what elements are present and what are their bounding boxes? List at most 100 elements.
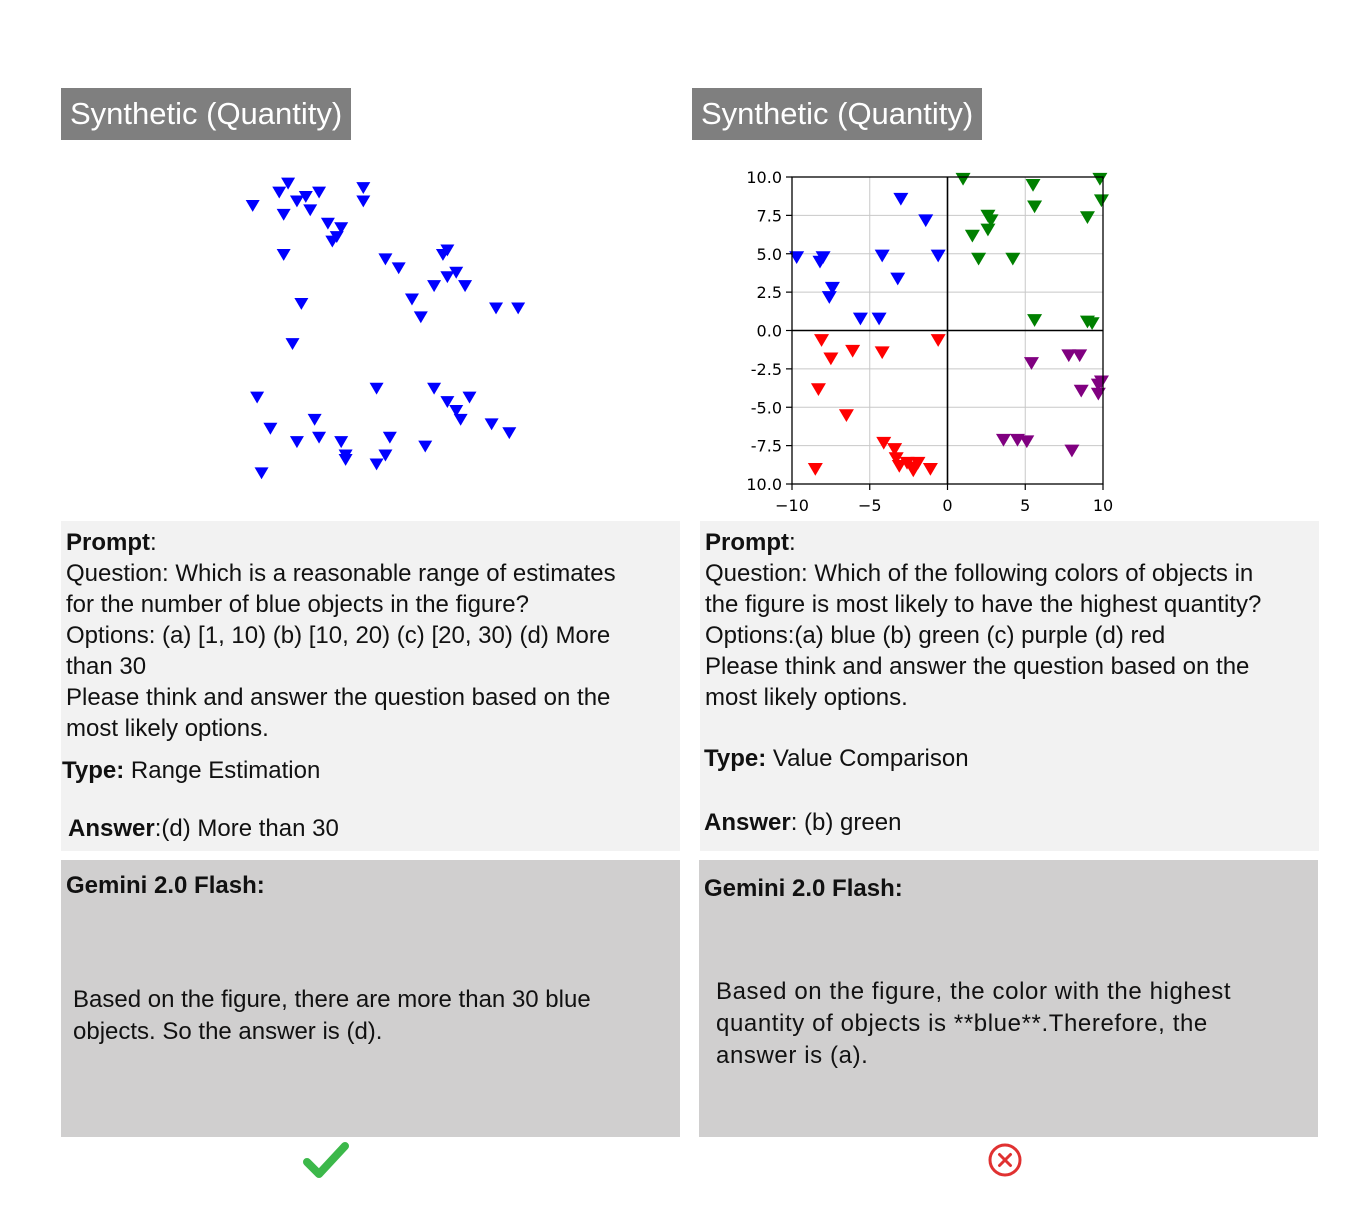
- model-answer: Based on the figure, the color with the …: [716, 976, 1306, 1072]
- model-response-panel: Gemini 2.0 Flash: Based on the figure, t…: [699, 860, 1318, 1137]
- data-point: [971, 252, 987, 266]
- data-point: [1079, 211, 1095, 225]
- data-point: [329, 231, 344, 244]
- data-point: [874, 249, 890, 263]
- model-answer-line: Based on the figure, there are more than…: [73, 986, 591, 1013]
- data-point: [1064, 444, 1080, 458]
- data-point: [378, 449, 393, 462]
- data-point: [320, 217, 335, 230]
- model-answer-line: answer is (a).: [716, 1042, 869, 1069]
- data-point: [980, 223, 996, 237]
- data-point: [1005, 252, 1021, 266]
- model-label: Gemini 2.0 Flash:: [704, 875, 903, 902]
- data-point: [1023, 357, 1039, 370]
- y-tick-label: 0.0: [757, 322, 782, 341]
- data-point: [307, 413, 322, 426]
- answer-row: Answer:(d) More than 30: [68, 814, 339, 844]
- data-point: [489, 302, 504, 315]
- question-line: most likely options.: [705, 684, 908, 711]
- prompt-colon: :: [789, 529, 796, 556]
- prompt-text: Prompt: Question: Which is a reasonable …: [66, 527, 678, 744]
- data-point: [369, 458, 384, 471]
- answer-row: Answer: (b) green: [704, 808, 901, 838]
- data-point: [1027, 200, 1043, 214]
- data-point: [440, 396, 455, 408]
- model-answer-line: quantity of objects is **blue**.Therefor…: [716, 1010, 1208, 1037]
- data-point: [1027, 314, 1043, 327]
- x-tick-label: 5: [1020, 496, 1030, 515]
- data-point: [449, 266, 464, 279]
- data-point: [995, 433, 1011, 447]
- question-line: Please think and answer the question bas…: [66, 684, 611, 711]
- data-point: [298, 191, 313, 203]
- data-point: [983, 214, 999, 228]
- data-point: [272, 186, 287, 199]
- data-point: [1084, 317, 1100, 330]
- data-point: [458, 280, 473, 293]
- data-point: [824, 281, 840, 295]
- data-point: [955, 172, 971, 186]
- data-point: [250, 391, 265, 404]
- answer-value: : (b) green: [790, 809, 902, 836]
- data-point: [334, 222, 349, 235]
- data-point: [285, 338, 300, 351]
- data-point: [245, 199, 260, 212]
- data-point: [418, 440, 433, 453]
- x-tick-label: −10: [775, 496, 809, 515]
- data-point: [789, 251, 805, 264]
- example-right: Synthetic (Quantity) 10.0 7.5 5.0 2.5 0.0 -2.…: [692, 0, 1319, 1209]
- answer-value: :(d) More than 30: [154, 815, 339, 842]
- data-point: [807, 463, 823, 476]
- data-point: [838, 409, 854, 423]
- scatter-figure-left: [245, 177, 526, 480]
- x-tick-label: −5: [858, 496, 882, 515]
- data-point: [511, 302, 526, 315]
- data-point: [1019, 435, 1035, 449]
- category-tag: Synthetic (Quantity): [61, 88, 352, 140]
- data-point: [874, 346, 890, 360]
- y-tick-label: -7.5: [751, 437, 782, 456]
- data-point: [821, 291, 837, 304]
- x-tick-label: 10: [1093, 496, 1113, 515]
- data-point: [427, 382, 442, 395]
- data-point: [893, 192, 909, 206]
- type-label: Type:: [704, 745, 767, 772]
- prompt-label: Prompt: [705, 529, 789, 556]
- data-point: [276, 208, 291, 221]
- model-response-panel: Gemini 2.0 Flash: Based on the figure, t…: [61, 860, 680, 1137]
- data-point: [440, 271, 455, 284]
- model-label: Gemini 2.0 Flash:: [66, 872, 265, 899]
- model-answer-line: objects. So the answer is (d).: [73, 1018, 383, 1045]
- data-point: [289, 195, 304, 208]
- data-point: [964, 229, 980, 243]
- data-point: [845, 344, 861, 358]
- y-tick-label: 10.0: [746, 475, 782, 494]
- data-point: [254, 467, 269, 480]
- data-point: [930, 334, 946, 347]
- question-line: Question: Which is a reasonable range of…: [66, 560, 616, 587]
- data-point: [334, 436, 349, 449]
- data-point: [823, 352, 839, 366]
- data-point: [312, 186, 327, 199]
- data-point: [449, 404, 464, 417]
- data-point: [338, 454, 353, 466]
- answer-label: Answer: [68, 815, 155, 842]
- question-line: Question: Which of the following colors …: [705, 560, 1254, 587]
- data-point: [502, 427, 517, 440]
- category-tag: Synthetic (Quantity): [692, 88, 983, 140]
- data-point: [887, 443, 903, 456]
- check-icon: [303, 1142, 349, 1178]
- answer-label: Answer: [704, 809, 791, 836]
- prompt-panel: Prompt: Question: Which is a reasonable …: [61, 521, 680, 851]
- cross-circle-icon: [988, 1143, 1022, 1177]
- type-row: Type: Value Comparison: [704, 744, 969, 774]
- question-line: than 30: [66, 653, 147, 680]
- data-point: [812, 255, 828, 269]
- data-point: [876, 436, 892, 450]
- question-line: for the number of blue objects in the fi…: [66, 591, 529, 618]
- question-line: the figure is most likely to have the hi…: [705, 591, 1262, 618]
- data-point: [484, 418, 499, 431]
- question-line: Options: (a) [1, 10) (b) [10, 20) (c) [2…: [66, 622, 611, 649]
- example-left: Synthetic (Quantity) Prompt: Question: W…: [61, 0, 681, 1209]
- x-tick-label: 0: [942, 496, 952, 515]
